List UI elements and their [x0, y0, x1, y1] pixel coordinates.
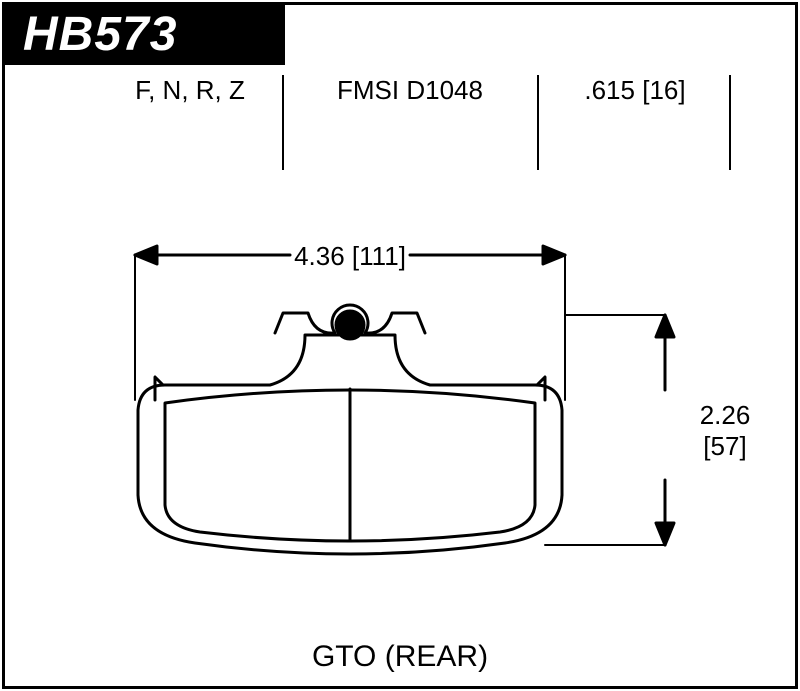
height-bracket-open: [	[703, 431, 710, 461]
pad-tab-right	[537, 377, 545, 400]
width-arrow-left	[135, 246, 157, 264]
compounds-value: F, N, R, Z	[135, 75, 245, 105]
fmsi-value: FMSI D1048	[337, 75, 483, 105]
height-arrow-bottom	[656, 523, 674, 545]
spec-row: F, N, R, Z FMSI D1048 .615 [16]	[45, 75, 755, 175]
thickness-bracket-close: ]	[678, 75, 685, 105]
spec-divider-2	[537, 75, 539, 170]
width-bracket-close: ]	[399, 241, 406, 271]
width-in: 4.36	[294, 241, 345, 271]
width-mm: 111	[359, 241, 399, 271]
spec-compounds: F, N, R, Z	[105, 75, 275, 106]
caption: GTO (REAR)	[5, 640, 795, 674]
caption-text: GTO (REAR)	[312, 640, 488, 673]
part-number-text: HB573	[23, 8, 177, 61]
diagram-area: 4.36 [111] 2.26 [57]	[5, 205, 800, 635]
spec-divider-3	[729, 75, 731, 170]
spec-divider-1	[282, 75, 284, 170]
spec-fmsi: FMSI D1048	[295, 75, 525, 106]
thickness-in: .615	[584, 75, 635, 105]
spec-thickness: .615 [16]	[550, 75, 720, 106]
outer-frame: HB573 F, N, R, Z FMSI D1048 .615 [16]	[2, 2, 798, 689]
width-arrow-right	[543, 246, 565, 264]
thickness-mm: 16	[649, 75, 678, 105]
height-bracket-close: ]	[739, 431, 746, 461]
pad-tab-left	[155, 377, 163, 400]
width-dim-label: 4.36 [111]	[285, 241, 415, 272]
part-number-title: HB573	[5, 5, 285, 65]
height-in: 2.26	[700, 400, 751, 430]
height-dim-label: 2.26 [57]	[685, 400, 765, 462]
height-mm: 57	[711, 431, 740, 461]
height-arrow-top	[656, 315, 674, 337]
